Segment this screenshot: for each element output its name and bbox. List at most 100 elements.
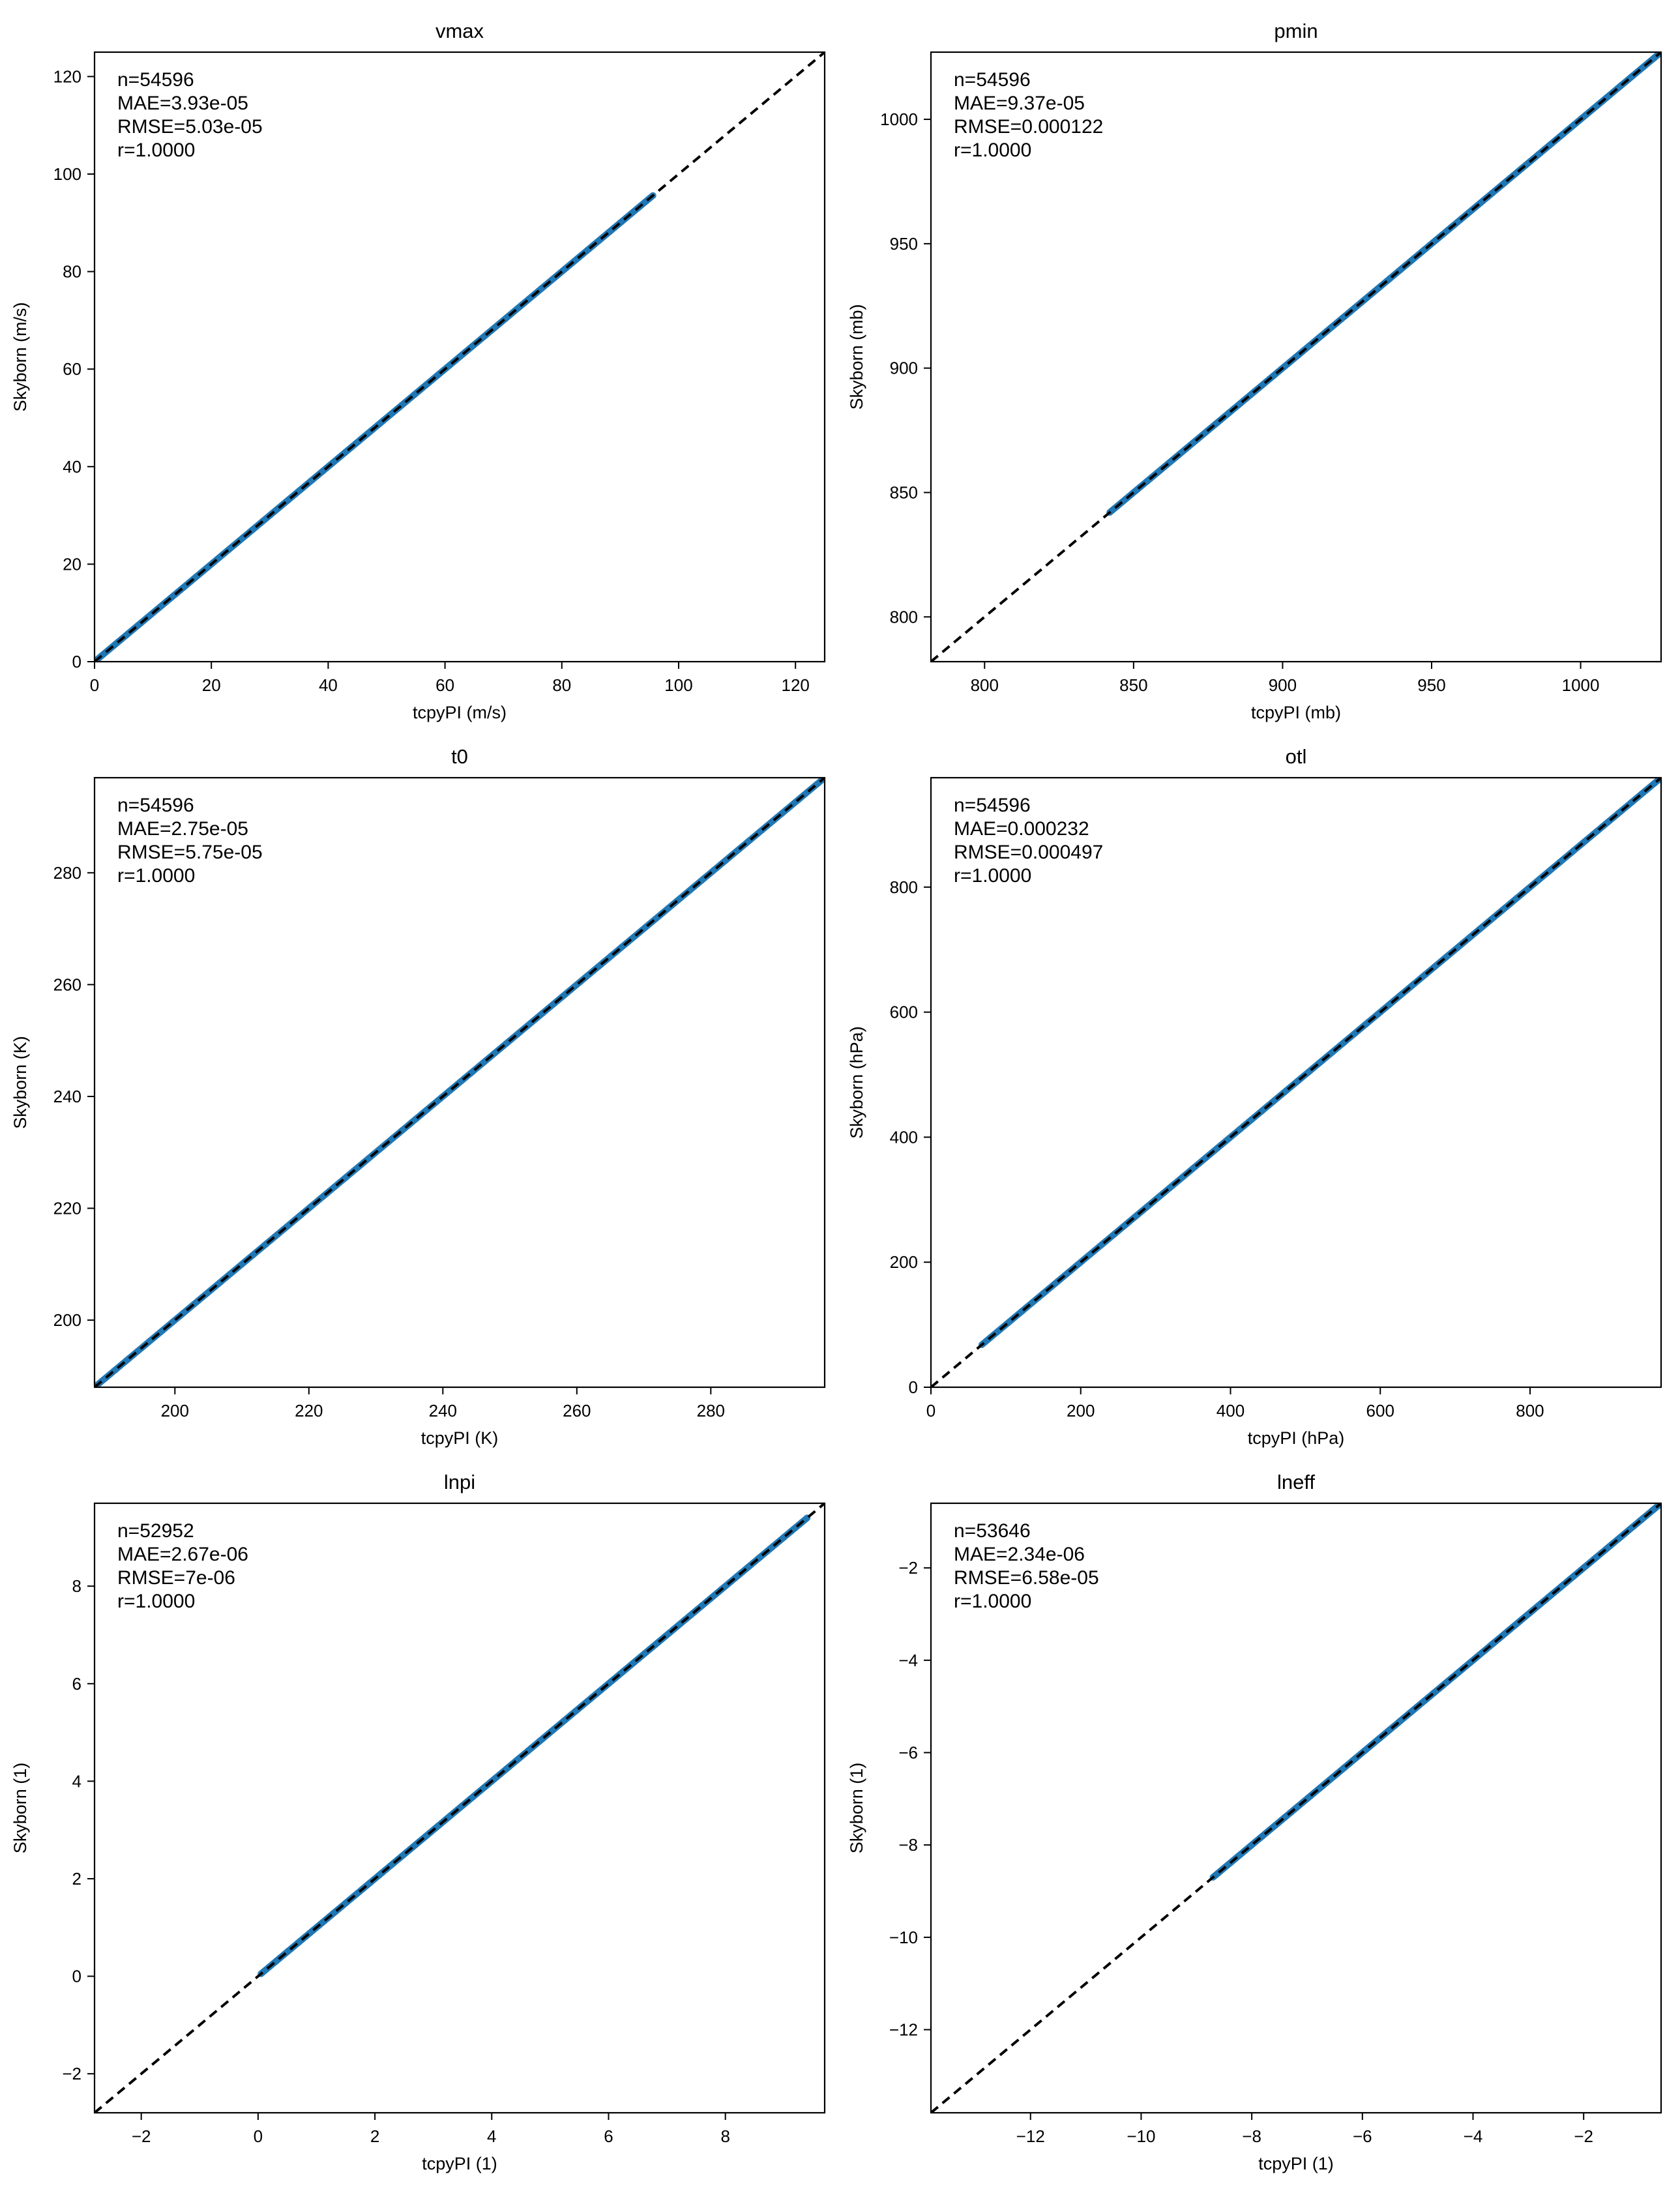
- y-axis-label: Skyborn (1): [847, 1763, 866, 1854]
- x-tick-label: 6: [604, 2126, 613, 2146]
- x-tick-label: 900: [1269, 675, 1297, 695]
- stats-line: MAE=9.37e-05: [954, 93, 1085, 114]
- x-axis-label: tcpyPI (m/s): [413, 703, 507, 722]
- identity-line: [931, 1503, 1661, 2113]
- stats-line: n=54596: [954, 69, 1031, 91]
- x-tick-label: 80: [552, 675, 571, 695]
- y-tick-label: 1000: [880, 110, 918, 129]
- x-axis-label: tcpyPI (1): [1258, 2154, 1334, 2173]
- x-tick-label: 4: [487, 2126, 496, 2146]
- chart-panel-pmin: 800 850 900 950 1000 800 850 900 950 1000 pmin tcpy…: [847, 20, 1662, 722]
- x-tick-label: 200: [161, 1401, 189, 1420]
- plot-area: [931, 1503, 1661, 2113]
- stats-line: RMSE=0.000122: [954, 116, 1103, 138]
- y-tick-label: 800: [890, 607, 918, 626]
- y-tick-label: −2: [62, 2064, 81, 2083]
- y-tick-label: 100: [53, 164, 81, 184]
- stats-line: r=1.0000: [954, 865, 1031, 887]
- x-tick-label: 120: [782, 675, 810, 695]
- y-tick-label: 850: [890, 482, 918, 502]
- chart-panel-otl: 0 200 400 600 800 0 200 400 600 800 otl tcpyPI (hPa…: [847, 745, 1662, 1448]
- x-tick-label: −12: [1016, 2126, 1045, 2146]
- x-tick-label: 100: [664, 675, 692, 695]
- stats-line: r=1.0000: [117, 865, 195, 887]
- y-tick-label: 20: [63, 554, 81, 574]
- y-tick-label: −2: [898, 1558, 918, 1578]
- x-tick-label: −4: [1464, 2126, 1483, 2146]
- axes-frame: [930, 1502, 1662, 2114]
- x-tick-label: 60: [435, 675, 454, 695]
- stats-line: MAE=2.34e-06: [954, 1544, 1085, 1565]
- stats-line: n=53646: [954, 1520, 1031, 1542]
- stats-line: MAE=2.75e-05: [117, 818, 248, 840]
- x-tick-label: 850: [1119, 675, 1147, 695]
- y-tick-label: 600: [890, 1003, 918, 1022]
- x-tick-label: 800: [1516, 1401, 1544, 1420]
- y-tick-label: 0: [72, 652, 81, 671]
- chart-panel-vmax: 0 20 40 60 80 100 120 0 20 40 60 80 100 120 vmax tcpyPI…: [10, 20, 826, 722]
- y-axis-label: Skyborn (m/s): [10, 302, 30, 411]
- identity-line: [95, 1503, 825, 2113]
- identity-line: [931, 778, 1661, 1387]
- x-tick-label: 260: [563, 1401, 591, 1420]
- stats-line: MAE=0.000232: [954, 818, 1089, 840]
- axes-frame: [930, 51, 1662, 663]
- y-tick-label: −12: [889, 2020, 918, 2040]
- x-tick-label: 280: [697, 1401, 725, 1420]
- plot-area: [95, 778, 825, 1387]
- x-tick-label: 2: [370, 2126, 379, 2146]
- y-tick-label: 0: [72, 1967, 81, 1986]
- stats-line: RMSE=5.75e-05: [117, 842, 263, 863]
- plot-area: [95, 1503, 825, 2113]
- stats-line: n=52952: [117, 1520, 194, 1542]
- stats-line: RMSE=0.000497: [954, 842, 1103, 863]
- plot-area: [931, 778, 1661, 1387]
- axes-frame: [930, 776, 1662, 1389]
- stats-line: MAE=3.93e-05: [117, 93, 248, 114]
- chart-title: lnpi: [444, 1471, 475, 1493]
- x-tick-label: 240: [429, 1401, 457, 1420]
- x-tick-label: −2: [1574, 2126, 1593, 2146]
- y-tick-label: 60: [63, 359, 81, 379]
- y-tick-label: 280: [53, 863, 81, 883]
- chart-panel-lneff: −12 −10 −8 −6 −4 −2 −12 −10 −8 −6 −4 −2 lneff tcpyPI …: [847, 1471, 1662, 2173]
- x-tick-label: −6: [1353, 2126, 1372, 2146]
- x-tick-label: 40: [319, 675, 338, 695]
- x-tick-label: 8: [720, 2126, 729, 2146]
- stats-line: n=54596: [117, 795, 194, 816]
- y-tick-label: 950: [890, 234, 918, 254]
- x-tick-label: −8: [1242, 2126, 1261, 2146]
- identity-line: [95, 778, 825, 1387]
- y-tick-label: −8: [898, 1835, 918, 1855]
- y-tick-label: 0: [909, 1377, 918, 1397]
- y-tick-label: 900: [890, 359, 918, 378]
- x-tick-label: 600: [1366, 1401, 1394, 1420]
- stats-line: MAE=2.67e-06: [117, 1544, 248, 1565]
- stats-line: r=1.0000: [117, 140, 195, 161]
- y-tick-label: 220: [53, 1199, 81, 1218]
- y-tick-label: 200: [890, 1252, 918, 1272]
- x-tick-label: −10: [1127, 2126, 1155, 2146]
- y-axis-label: Skyborn (mb): [847, 304, 866, 409]
- y-axis-label: Skyborn (1): [10, 1763, 30, 1854]
- y-tick-label: 260: [53, 975, 81, 994]
- x-tick-label: 400: [1216, 1401, 1245, 1420]
- y-tick-label: 120: [53, 66, 81, 86]
- x-tick-label: 800: [971, 675, 999, 695]
- stats-line: n=54596: [954, 795, 1031, 816]
- y-tick-label: 240: [53, 1087, 81, 1106]
- y-tick-label: 40: [63, 457, 81, 477]
- x-tick-label: 220: [295, 1401, 323, 1420]
- x-tick-label: 20: [202, 675, 221, 695]
- chart-title: pmin: [1274, 20, 1318, 42]
- x-axis-label: tcpyPI (mb): [1251, 703, 1341, 722]
- y-tick-label: −10: [889, 1928, 918, 1947]
- y-tick-label: 6: [72, 1674, 81, 1694]
- stats-line: RMSE=7e-06: [117, 1567, 235, 1589]
- stats-line: r=1.0000: [954, 140, 1031, 161]
- chart-panel-lnpi: −2 0 2 4 6 8 −2 0 2 4 6 8 lnpi tcpyPI (1) Skyborn (1) n…: [10, 1471, 826, 2173]
- y-tick-label: 2: [72, 1869, 81, 1889]
- x-axis-label: tcpyPI (1): [422, 2154, 497, 2173]
- stats-line: n=54596: [117, 69, 194, 91]
